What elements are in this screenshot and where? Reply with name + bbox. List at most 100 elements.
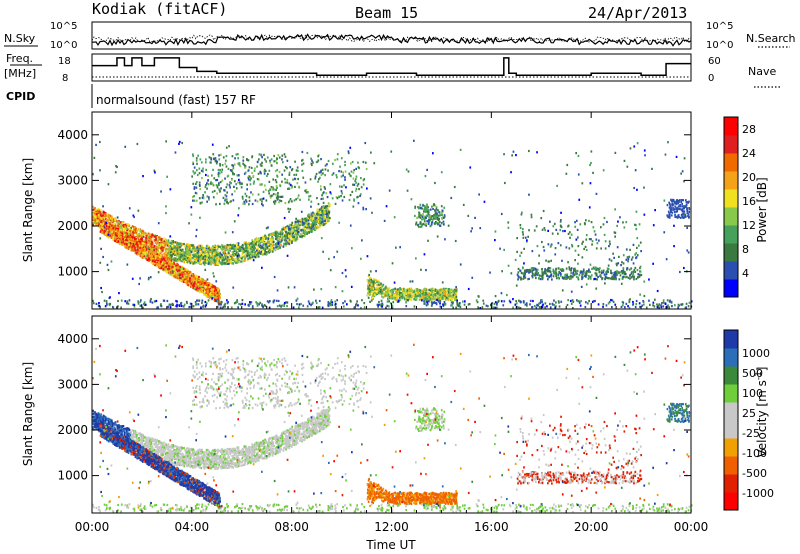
power-cell [191, 256, 194, 259]
power-cell [282, 226, 285, 229]
power-cell [278, 201, 280, 204]
power-cell [224, 162, 227, 165]
power-cell [186, 269, 189, 272]
power-cell [360, 186, 363, 189]
power-cell [204, 185, 207, 189]
power-cell [217, 298, 220, 301]
power-cell [258, 238, 261, 241]
power-cell [195, 157, 198, 160]
power-cell [321, 205, 323, 208]
power-cell [199, 248, 201, 251]
power-cell [232, 167, 235, 170]
power-cell [95, 213, 98, 216]
power-cell [148, 252, 150, 256]
power-cell [251, 193, 254, 196]
power-cell [103, 229, 106, 233]
power-cell [288, 171, 291, 174]
power-cell [318, 178, 320, 181]
power-cell [166, 244, 169, 247]
power-cell [265, 243, 267, 246]
power-cell [249, 242, 252, 245]
power-cell [217, 253, 220, 256]
power-cell [221, 168, 224, 171]
power-cell [243, 200, 246, 203]
power-cell [308, 227, 311, 230]
power-cell [344, 176, 346, 179]
power-cell [196, 246, 198, 249]
power-cell [308, 198, 310, 201]
power-cell [150, 238, 153, 241]
power-cell [281, 173, 283, 176]
power-cell [113, 222, 116, 225]
power-cell [344, 170, 347, 173]
station-title: Kodiak (fitACF) [92, 0, 227, 18]
power-cell [226, 183, 229, 186]
power-cell [340, 157, 343, 160]
power-cell [267, 172, 269, 176]
power-cell [281, 237, 284, 240]
power-cell [242, 159, 245, 162]
power-cell [276, 235, 278, 238]
power-cell [190, 282, 192, 285]
power-cell [181, 275, 184, 278]
power-cell [307, 225, 310, 228]
power-cell [217, 245, 220, 248]
power-cell [178, 269, 181, 272]
power-cell [185, 254, 187, 257]
power-cell [129, 236, 132, 239]
power-cell [276, 158, 278, 161]
power-cell [340, 190, 343, 193]
power-cell [192, 252, 195, 255]
power-cell [215, 260, 218, 263]
power-cell [201, 254, 203, 257]
power-cell [167, 264, 170, 267]
power-cell [124, 245, 127, 248]
power-cell [223, 251, 226, 254]
power-cell [247, 244, 249, 247]
power-cell [308, 213, 310, 216]
power-cell [229, 254, 231, 257]
power-cell [238, 249, 241, 252]
power-cell [212, 168, 214, 171]
power-cell [154, 241, 157, 245]
power-cell [339, 165, 341, 168]
power-cell [163, 266, 166, 269]
power-cell [310, 162, 313, 165]
power-cell [192, 199, 194, 202]
power-cell [317, 217, 320, 220]
power-cell [237, 181, 239, 184]
power-cell [326, 207, 328, 211]
power-cell [169, 245, 172, 248]
power-cell [159, 236, 161, 239]
power-cell [234, 258, 237, 261]
freq-unit-label: [MHz] [4, 67, 36, 80]
power-cell [212, 288, 215, 291]
power-cell [285, 237, 287, 240]
power-cell [155, 254, 157, 257]
power-cell [210, 263, 212, 266]
power-cell [180, 253, 183, 256]
power-cell [272, 233, 274, 236]
power-cell [219, 202, 221, 205]
power-cell [221, 260, 223, 263]
power-cell [261, 156, 263, 159]
power-cell [351, 160, 354, 164]
power-cell [210, 248, 213, 251]
power-cell [236, 256, 239, 260]
power-cell [342, 171, 344, 174]
power-cell [300, 218, 302, 221]
power-cell [335, 174, 338, 177]
power-cell [129, 230, 131, 233]
cpid-label: CPID [6, 90, 35, 103]
power-cell [218, 172, 221, 175]
power-cell [112, 218, 114, 221]
power-cell [109, 214, 112, 217]
power-cell [176, 262, 178, 266]
power-cell [196, 275, 199, 278]
power-cell [195, 181, 198, 184]
power-cell [154, 251, 157, 254]
power-cell [242, 197, 244, 200]
power-cell [113, 231, 115, 234]
power-cell [291, 241, 293, 244]
power-cell [254, 255, 257, 259]
